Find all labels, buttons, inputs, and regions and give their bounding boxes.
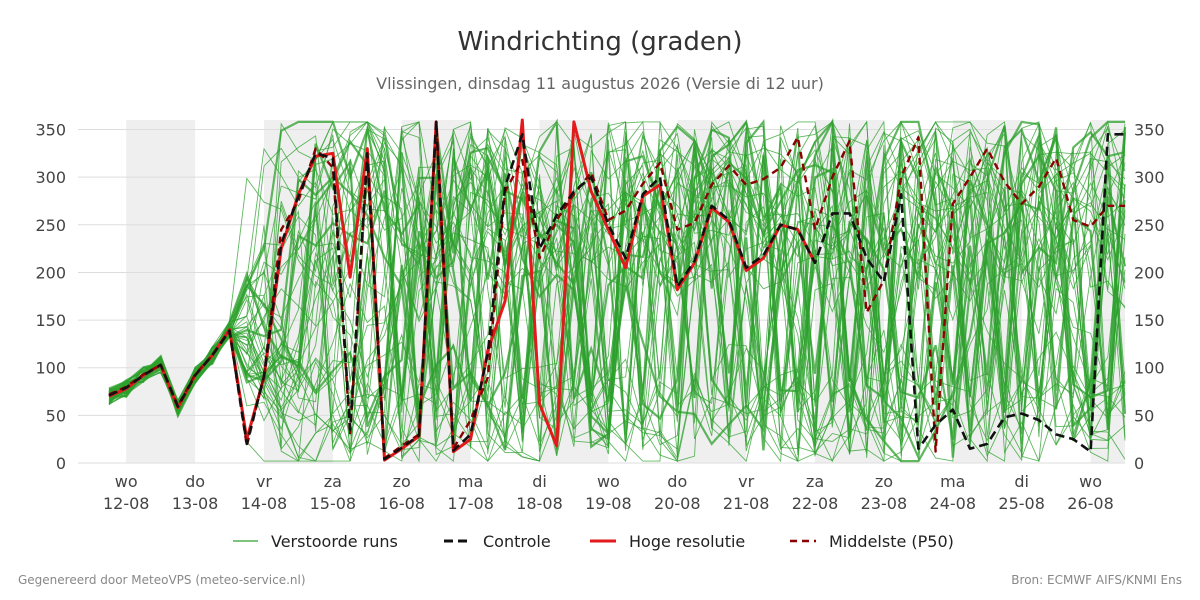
- x-tick-date-11: 23-08: [861, 494, 908, 513]
- y-tick-right-200: 200: [1134, 263, 1165, 282]
- shade-band-0: [126, 120, 196, 463]
- x-tick-day-1: do: [185, 472, 205, 491]
- y-tick-right-150: 150: [1134, 311, 1165, 330]
- y-tick-left-0: 0: [56, 454, 66, 473]
- ensemble-run-11: [108, 127, 1126, 449]
- legend: Verstoorde runs Controle Hoge resolutie …: [233, 532, 954, 551]
- x-tick-date-14: 26-08: [1067, 494, 1114, 513]
- y-tick-left-300: 300: [35, 168, 66, 187]
- x-tick-day-0: wo: [115, 472, 138, 491]
- x-tick-date-2: 14-08: [241, 494, 288, 513]
- x-tick-day-6: di: [532, 472, 547, 491]
- x-tick-date-7: 19-08: [585, 494, 632, 513]
- y-tick-left-100: 100: [35, 359, 66, 378]
- x-tick-date-0: 12-08: [103, 494, 150, 513]
- ensemble-run-45: [108, 119, 1127, 462]
- ensemble-run-38: [108, 128, 1126, 462]
- series-controle: [108, 120, 1125, 461]
- ensemble-run-46: [108, 121, 1126, 462]
- x-axis: wo 12-08 do 13-08 vr 14-08 za 15-08 zo 16-08 ma 17-…: [103, 472, 1114, 513]
- x-tick-date-5: 17-08: [447, 494, 494, 513]
- y-tick-right-350: 350: [1134, 121, 1165, 140]
- legend-label-ensemble: Verstoorde runs: [271, 532, 398, 551]
- x-tick-day-3: za: [324, 472, 342, 491]
- x-tick-day-12: ma: [940, 472, 965, 491]
- chart-title: Windrichting (graden): [457, 27, 742, 57]
- x-tick-date-13: 25-08: [998, 494, 1045, 513]
- main-series: [108, 118, 1125, 462]
- y-axis-left: 0 50 100 150 200 250 300 350: [35, 121, 66, 473]
- x-tick-date-12: 24-08: [930, 494, 977, 513]
- y-tick-left-200: 200: [35, 263, 66, 282]
- legend-label-hoge-resolutie: Hoge resolutie: [629, 532, 745, 551]
- x-tick-date-9: 21-08: [723, 494, 770, 513]
- footer-right: Bron: ECMWF AIFS/KNMI Ens: [1011, 573, 1182, 587]
- series-middelste-p50: [108, 120, 1125, 460]
- y-axis-right: 0 50 100 150 200 250 300 350: [1134, 121, 1165, 473]
- ensemble-run-28: [108, 120, 1126, 463]
- legend-label-controle: Controle: [483, 532, 551, 551]
- series-hoge-resolutie: [108, 118, 817, 462]
- ensemble-run-47: [108, 127, 1126, 462]
- y-tick-right-300: 300: [1134, 168, 1165, 187]
- ensemble-run-42: [108, 127, 1126, 451]
- x-tick-date-4: 16-08: [378, 494, 425, 513]
- y-tick-left-150: 150: [35, 311, 66, 330]
- y-tick-right-50: 50: [1134, 406, 1154, 425]
- y-tick-left-350: 350: [35, 121, 66, 140]
- ensemble-run-37: [108, 125, 1126, 463]
- x-tick-day-10: za: [806, 472, 824, 491]
- ensemble-run-23: [108, 121, 1126, 462]
- x-tick-day-13: di: [1014, 472, 1029, 491]
- ensemble-run-48: [108, 121, 1126, 462]
- x-tick-day-9: vr: [738, 472, 754, 491]
- ensemble-run-33: [108, 121, 1126, 456]
- x-tick-day-14: wo: [1079, 472, 1102, 491]
- x-tick-day-2: vr: [256, 472, 272, 491]
- chart-subtitle: Vlissingen, dinsdag 11 augustus 2026 (Ve…: [376, 74, 824, 93]
- x-tick-day-7: wo: [597, 472, 620, 491]
- x-tick-date-1: 13-08: [172, 494, 219, 513]
- y-tick-right-100: 100: [1134, 359, 1165, 378]
- x-tick-day-8: do: [667, 472, 687, 491]
- x-tick-day-5: ma: [458, 472, 483, 491]
- y-tick-left-250: 250: [35, 216, 66, 235]
- x-tick-date-10: 22-08: [792, 494, 839, 513]
- ensemble-run-40: [108, 123, 1126, 462]
- y-tick-right-250: 250: [1134, 216, 1165, 235]
- y-tick-right-0: 0: [1134, 454, 1144, 473]
- x-tick-date-6: 18-08: [516, 494, 563, 513]
- x-tick-date-8: 20-08: [654, 494, 701, 513]
- footer-left: Gegenereerd door MeteoVPS (meteo-service…: [18, 573, 306, 587]
- legend-label-p50: Middelste (P50): [829, 532, 954, 551]
- x-tick-date-3: 15-08: [310, 494, 357, 513]
- x-tick-day-11: zo: [875, 472, 893, 491]
- y-tick-left-50: 50: [46, 406, 66, 425]
- x-tick-day-4: zo: [393, 472, 411, 491]
